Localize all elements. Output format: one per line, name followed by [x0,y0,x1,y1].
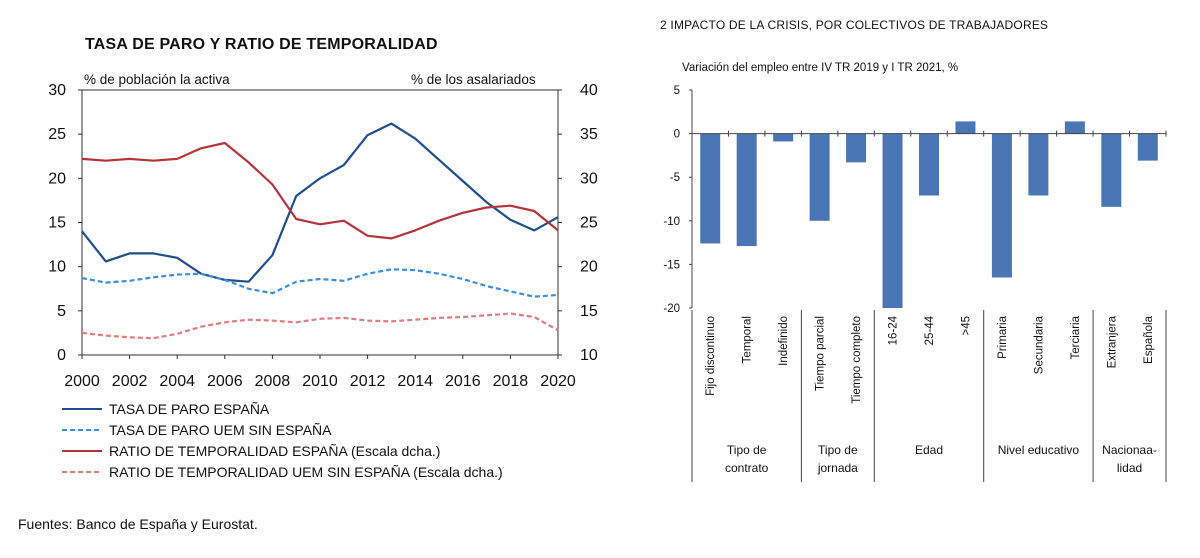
legend-item: RATIO DE TEMPORALIDAD ESPAÑA (Escala dch… [62,441,440,461]
legend-item: RATIO DE TEMPORALIDAD UEM SIN ESPAÑA (Es… [62,462,503,482]
left-tick-label: 5 [57,303,66,320]
x-tick-label: 2012 [350,373,386,390]
left-tick-label: 25 [48,126,66,143]
category-label: Temporal [742,316,754,363]
category-label: Española [1143,315,1155,364]
right-tick-label: 40 [580,82,598,99]
right-tick-label: 30 [580,170,598,187]
legend-label: TASA DE PARO UEM SIN ESPAÑA [109,422,332,438]
x-tick-label: 2008 [255,373,291,390]
y-tick-label: -15 [663,259,680,271]
legend-item: TASA DE PARO ESPAÑA [62,399,269,419]
bar [1065,121,1085,133]
group-label: Tipo de [727,443,767,457]
category-label: Tiempo completo [851,316,863,404]
left-tick-label: 20 [48,170,66,187]
x-tick-label: 2014 [397,373,433,390]
right-tick-label: 10 [580,347,598,364]
group-label: Nacionaa- [1102,443,1157,457]
bar [919,134,939,196]
left-tick-label: 30 [48,82,66,99]
series-line-2 [82,269,558,296]
right-tick-label: 20 [580,259,598,276]
legend-label: RATIO DE TEMPORALIDAD ESPAÑA (Escala dch… [109,443,440,459]
category-label: Secundaria [1033,315,1045,374]
y-tick-label: 0 [674,129,680,141]
bar [700,134,720,244]
x-tick-label: 2006 [207,373,243,390]
group-label: lidad [1117,461,1142,475]
x-tick-label: 2000 [64,373,100,390]
y-tick-label: -10 [663,216,680,228]
x-tick-label: 2018 [493,373,529,390]
left-tick-label: 0 [57,347,66,364]
bar [1101,134,1121,207]
bar [810,134,830,221]
line-chart: 0 5 10 15 20 25 30 10 15 20 25 30 35 40 2000 2002 2004 20… [0,0,600,400]
group-label: Edad [915,443,943,457]
legend-swatch [62,404,102,414]
plot-frame [82,90,558,355]
category-label: Fijo discontinuo [705,316,717,396]
legend-label: TASA DE PARO ESPAÑA [109,401,269,417]
x-tick-label: 2020 [540,373,576,390]
y-tick-label: -20 [663,303,680,315]
category-label: 16-24 [888,315,900,345]
series-line-4 [82,314,558,339]
legend-label: RATIO DE TEMPORALIDAD UEM SIN ESPAÑA (Es… [109,464,503,480]
x-tick-label: 2002 [112,373,148,390]
right-tick-label: 15 [580,303,598,320]
bar [992,134,1012,278]
legend-item: TASA DE PARO UEM SIN ESPAÑA [62,420,332,440]
bar [955,121,975,133]
y-tick-label: -5 [670,172,680,184]
y-tick-label: 5 [674,85,680,97]
bar [1138,134,1158,161]
bar [1028,134,1048,196]
series-line-1 [82,124,558,282]
left-tick-label: 10 [48,259,66,276]
group-label: contrato [725,461,769,475]
category-label: Tiempo parcial [815,316,827,391]
group-label: jornada [817,461,858,475]
category-label: Indefinido [778,316,790,366]
bar [737,134,757,246]
x-tick-label: 2004 [159,373,195,390]
legend-swatch [62,446,102,456]
right-tick-label: 25 [580,215,598,232]
series-line-3 [82,143,558,238]
left-tick-label: 15 [48,215,66,232]
bar [773,134,793,142]
category-label: >45 [960,316,972,336]
category-label: Primaria [997,315,1009,358]
x-tick-label: 2016 [445,373,481,390]
category-label: Terciaria [1070,315,1082,359]
category-label: 25-44 [924,315,936,345]
x-tick-label: 2010 [302,373,338,390]
category-label: Extranjera [1106,315,1118,368]
group-label: Nivel educativo [998,443,1080,457]
group-label: Tipo de [818,443,858,457]
bar [883,134,903,308]
legend-swatch [62,425,102,435]
source-note: Fuentes: Banco de España y Eurostat. [18,516,258,532]
right-tick-label: 35 [580,126,598,143]
legend-swatch [62,467,102,477]
bar [846,134,866,163]
bar-chart: 5 0 -5 -10 -15 -20 Fijo discontinuo Temporal Ind… [600,0,1200,500]
